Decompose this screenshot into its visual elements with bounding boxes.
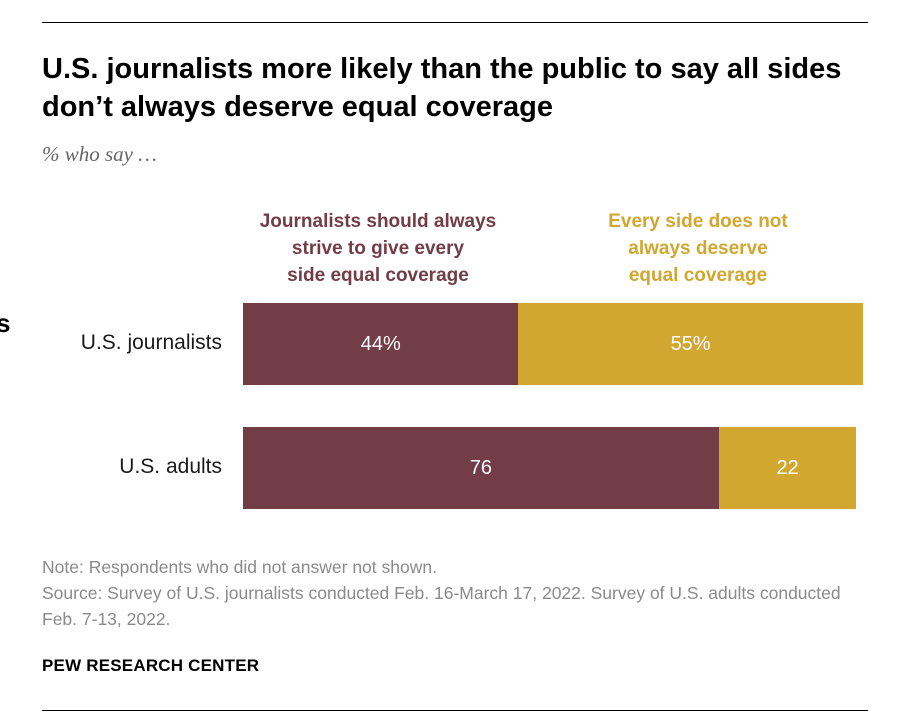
legend-label-series-2: Every side does not always deserve equal… [608,211,788,286]
chart-title: U.S. journalists more likely than the pu… [42,53,842,123]
bar-segment [243,303,519,385]
stray-glyph: s [0,308,11,338]
bar-segment [718,427,857,509]
source-credit: PEW RESEARCH CENTER [42,656,260,675]
legend-label-series-1: Journalists should always strive to give… [259,211,497,286]
bar-segment [243,427,719,509]
data-label: 55% [670,333,711,355]
bar-segment [518,303,863,385]
chart-subtitle: % who say … [42,142,157,166]
data-label: 22 [776,457,799,479]
data-label: 76 [469,457,492,479]
data-label: 44% [360,333,401,355]
bottom-rule [42,710,868,711]
category-label: U.S. adults [119,455,222,478]
top-rule [42,22,868,23]
category-label: U.S. journalists [80,331,222,354]
chart-note: Note: Respondents who did not answer not… [42,557,437,577]
chart-source: Source: Survey of U.S. journalists condu… [42,583,841,629]
